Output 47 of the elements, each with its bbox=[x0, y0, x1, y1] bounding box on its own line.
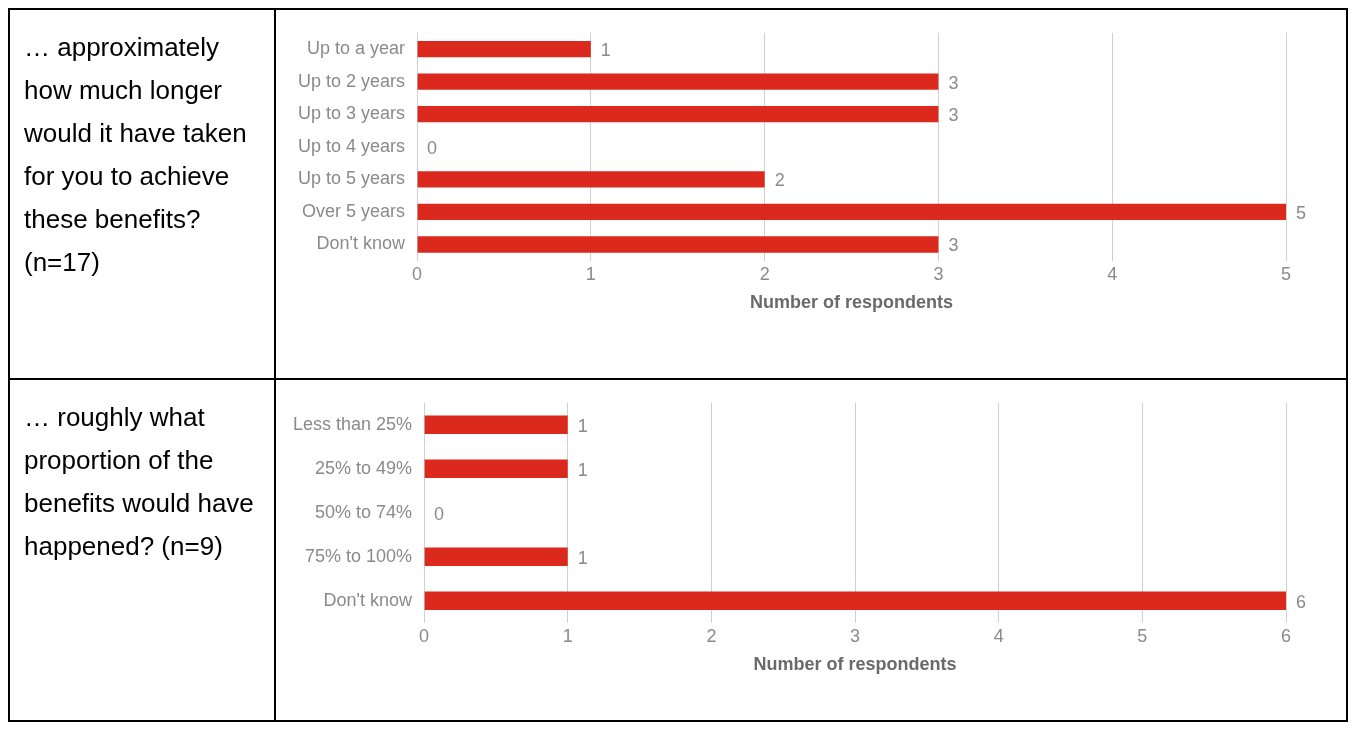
data-label: 0 bbox=[434, 503, 445, 524]
y-tick-label: Up to 3 years bbox=[297, 103, 406, 124]
x-tick-label: 0 bbox=[412, 263, 423, 284]
x-tick-label: 4 bbox=[993, 625, 1004, 646]
y-tick-label: Don't know bbox=[323, 589, 414, 610]
x-axis-title: Number of respondents bbox=[750, 292, 954, 313]
y-tick-label: Up to 4 years bbox=[297, 135, 406, 156]
data-label: 2 bbox=[774, 170, 785, 191]
data-label: 6 bbox=[1296, 591, 1307, 612]
x-tick-label: 5 bbox=[1280, 263, 1292, 284]
text: … approximately how much longer would it have taken for you to achieve these benefits? (n=17) bbox=[24, 32, 247, 277]
x-tick-label: 5 bbox=[1137, 625, 1148, 646]
x-tick-label: 1 bbox=[562, 625, 573, 646]
x-tick-label: 2 bbox=[759, 263, 770, 284]
data-label: 0 bbox=[427, 137, 438, 158]
data-label: 3 bbox=[948, 105, 959, 126]
x-tick-label: 6 bbox=[1280, 625, 1292, 646]
x-tick-label: 1 bbox=[585, 263, 596, 284]
data-label: 5 bbox=[1296, 202, 1307, 223]
y-tick-label: 50% to 74% bbox=[315, 501, 413, 522]
bar bbox=[417, 106, 939, 123]
y-tick-label: 75% to 100% bbox=[305, 545, 413, 566]
data-label: 1 bbox=[577, 459, 588, 480]
x-tick-label: 3 bbox=[933, 263, 944, 284]
y-tick-label: Don't know bbox=[316, 233, 407, 254]
data-label: 3 bbox=[948, 72, 959, 93]
x-tick-label: 4 bbox=[1107, 263, 1118, 284]
y-tick-label: Up to 5 years bbox=[297, 168, 406, 189]
bar bbox=[417, 40, 591, 58]
x-tick-label: 3 bbox=[850, 625, 861, 646]
y-tick-label: Over 5 years bbox=[302, 200, 406, 221]
y-tick-label: Up to 2 years bbox=[297, 70, 406, 91]
x-tick-label: 0 bbox=[419, 625, 430, 646]
data-label: 1 bbox=[577, 415, 588, 436]
bar bbox=[417, 236, 939, 253]
y-tick-label: Less than 25% bbox=[292, 413, 413, 434]
data-label: 1 bbox=[600, 40, 611, 61]
x-axis-title: Number of respondents bbox=[753, 654, 957, 675]
bar bbox=[417, 73, 939, 90]
y-tick-label: Up to a year bbox=[306, 38, 406, 59]
bar bbox=[417, 203, 1286, 221]
bar bbox=[417, 171, 765, 188]
data-label: 1 bbox=[577, 547, 588, 568]
data-label: 3 bbox=[948, 235, 959, 256]
y-tick-label: 25% to 49% bbox=[315, 457, 413, 478]
text: … roughly what proportion of the benefits would have happened? (n=9) bbox=[24, 402, 254, 561]
x-tick-label: 2 bbox=[706, 625, 717, 646]
